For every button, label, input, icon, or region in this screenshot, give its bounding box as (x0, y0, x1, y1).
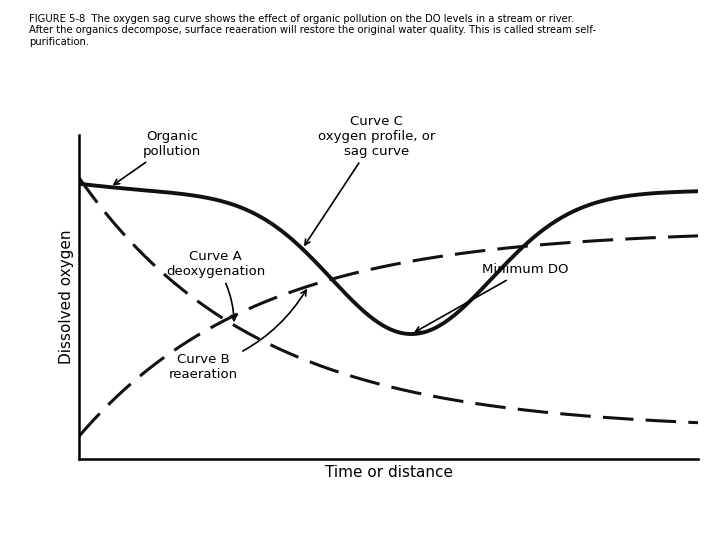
Text: Copyright © 2015 by Pearson Education, Inc.
All Rights Reserved: Copyright © 2015 by Pearson Education, I… (446, 507, 642, 526)
Text: Minimum DO: Minimum DO (415, 264, 568, 332)
Text: Curve B
reaeration: Curve B reaeration (168, 290, 306, 381)
Text: PEARSON: PEARSON (614, 508, 719, 526)
X-axis label: Time or distance: Time or distance (325, 464, 453, 480)
Text: Organic
pollution: Organic pollution (114, 130, 201, 185)
Y-axis label: Dissolved oxygen: Dissolved oxygen (58, 230, 73, 364)
Text: ALWAYS LEARNING: ALWAYS LEARNING (4, 510, 135, 524)
Text: FIGURE 5-8  The oxygen sag curve shows the effect of organic pollution on the DO: FIGURE 5-8 The oxygen sag curve shows th… (29, 14, 596, 46)
Text: Curve C
oxygen profile, or
sag curve: Curve C oxygen profile, or sag curve (305, 115, 435, 245)
Text: Curve A
deoxygenation: Curve A deoxygenation (166, 250, 265, 321)
Text: Basic Environmental Technology, Sixth Edition
Jerry A. Nathanson | Richard A. Sc: Basic Environmental Technology, Sixth Ed… (205, 507, 405, 526)
